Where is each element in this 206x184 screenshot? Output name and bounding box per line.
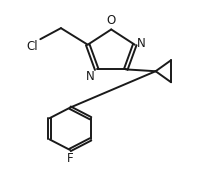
Text: F: F bbox=[67, 152, 73, 165]
Text: O: O bbox=[107, 14, 116, 27]
Text: N: N bbox=[85, 70, 94, 83]
Text: Cl: Cl bbox=[27, 40, 38, 53]
Text: N: N bbox=[137, 37, 146, 50]
